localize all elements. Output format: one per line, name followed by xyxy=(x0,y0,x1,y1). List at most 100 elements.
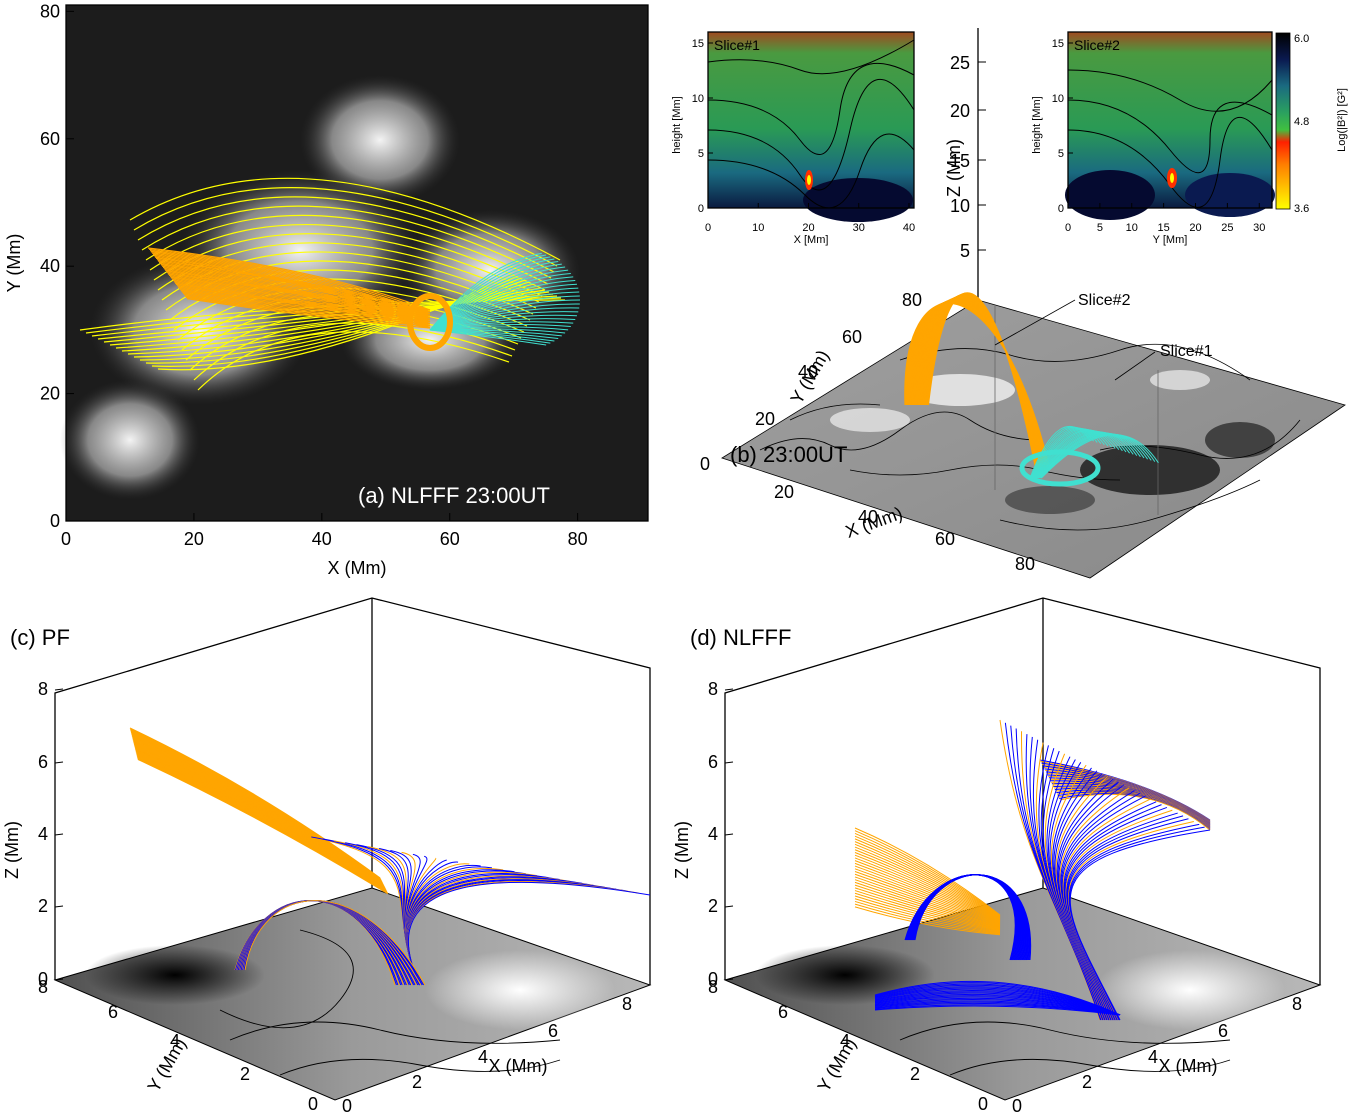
panel-b-origin-x: 0 xyxy=(700,454,710,474)
c-ytick-label: 8 xyxy=(38,977,48,997)
panel-a: (a) NLFFF 23:00UT 0 20 40 60 80 0 20 40 60 80 X … xyxy=(4,1,649,578)
c-xtick-label: 4 xyxy=(478,1047,488,1067)
panel-a-ytick-label: 40 xyxy=(40,256,60,276)
slice2-hotspot-core xyxy=(1170,173,1174,183)
panel-a-xtick-label: 0 xyxy=(61,529,71,549)
panel-d-z-ticks: 0 2 4 6 8 xyxy=(708,679,734,989)
slice1-x-ticks: 0 10 20 30 40 xyxy=(705,203,915,234)
panel-c-floor-contour xyxy=(229,1021,561,1044)
c-ztick-mark xyxy=(54,833,64,836)
panel-b-cyan-line xyxy=(1039,433,1152,479)
panel-b-cyan-line xyxy=(1035,430,1127,479)
d-ztick-label: 0 xyxy=(708,969,718,989)
panel-b-cyan-line xyxy=(1034,429,1120,479)
slice2-ytick-label: 0 xyxy=(1058,203,1064,215)
panel-d-orange-line xyxy=(854,841,1001,919)
panel-d-zlabel: Z (Mm) xyxy=(672,821,692,879)
panel-b-cyan-line xyxy=(1036,431,1134,479)
panel-b-cyan-line xyxy=(1034,430,1123,479)
slice2-y-ticks: 0 5 10 15 xyxy=(1052,38,1073,215)
panel-a-orange-line xyxy=(167,273,431,311)
panel-a-cyan-line xyxy=(429,256,551,331)
panel-a-orange-line xyxy=(147,247,431,311)
panel-b-ztick-label: 5 xyxy=(960,241,970,261)
slice1-y-ticks: 0 5 10 15 xyxy=(692,38,713,215)
d-ztick-mark xyxy=(724,688,734,691)
panel-a-yellow-line xyxy=(129,177,561,261)
slice2-ylabel: height [Mm] xyxy=(1031,96,1043,153)
panel-a-yellow-line xyxy=(145,277,522,364)
panel-b-ytick-label: 60 xyxy=(842,327,862,347)
c-ztick-label: 6 xyxy=(38,752,48,772)
slice1-ytick-label: 5 xyxy=(698,148,704,160)
panel-d-orange-line xyxy=(854,892,1001,932)
panel-a-yellow-line xyxy=(145,214,549,285)
slice2-xtick-label: 10 xyxy=(1126,222,1138,234)
panel-a-ytick-label: 20 xyxy=(40,384,60,404)
slice1-xtick-label: 40 xyxy=(903,222,915,234)
panel-a-orange-line xyxy=(168,274,431,313)
c-ytick-label: 6 xyxy=(108,1002,118,1022)
panel-d-orange-line xyxy=(854,900,1001,934)
panel-d-orange-line xyxy=(854,898,1001,934)
d-ytick-label: 0 xyxy=(978,1094,988,1114)
panel-b-z-ticks: 5 10 15 20 25 xyxy=(950,53,986,261)
panel-b-y-ticks: 20 40 60 80 xyxy=(755,290,922,429)
panel-d-orange-line xyxy=(854,849,1001,921)
panel-b-callout-2: Slice#2 xyxy=(1078,292,1131,309)
panel-b-xtick-label: 40 xyxy=(858,507,878,527)
panel-b-callout-2-line xyxy=(994,299,1076,346)
slice2-ytick-label: 5 xyxy=(1058,148,1064,160)
panel-b-ytick-label: 20 xyxy=(755,409,775,429)
panel-b-cyan-line xyxy=(1037,432,1138,479)
c-xtick-label: 6 xyxy=(548,1021,558,1041)
c-ztick-label: 2 xyxy=(38,896,48,916)
panel-d-arch-line xyxy=(914,874,1032,961)
panel-a-cyan-line xyxy=(429,329,547,346)
c-ztick-mark xyxy=(54,761,64,764)
panel-b-floor-texture xyxy=(759,343,1301,531)
panel-a-ylabel: Y (Mm) xyxy=(4,234,24,293)
panel-a-y-ticks: 0 20 40 60 80 xyxy=(40,1,74,531)
panel-a-orange-line xyxy=(178,287,431,313)
slice1-dark-region xyxy=(803,178,913,222)
panel-d-orange-line xyxy=(854,884,1001,930)
c-ztick-label: 0 xyxy=(38,969,48,989)
panel-d-floor-contour xyxy=(949,1058,1231,1076)
slice1-ytick-label: 0 xyxy=(698,203,704,215)
panel-b-ztick-label: 25 xyxy=(950,53,970,73)
slice2-xtick-label: 25 xyxy=(1221,222,1233,234)
slice1-contour xyxy=(707,39,915,75)
panel-a-orange-line xyxy=(185,296,431,327)
panel-d-low-line xyxy=(874,980,1121,1016)
panel-c-label: (c) PF xyxy=(10,625,70,650)
panel-c-field-lines xyxy=(129,727,651,986)
panel-d-orange-line xyxy=(854,887,1001,931)
d-ztick-label: 6 xyxy=(708,752,718,772)
c-xtick-label: 2 xyxy=(412,1072,422,1092)
d-xtick-label: 0 xyxy=(1012,1096,1022,1115)
panel-c-z-ticks: 0 2 4 6 8 xyxy=(38,679,64,989)
panel-c-floor-dark xyxy=(85,945,265,1005)
panel-b-cyan-line xyxy=(1033,429,1116,479)
d-ytick-label: 2 xyxy=(910,1064,920,1084)
panel-b-zlabel: Z (Mm) xyxy=(944,139,964,197)
panel-d-orange-line xyxy=(854,879,1001,929)
panel-c: 0 2 4 6 8 8 6 4 2 0 0 2 4 6 8 Z (Mm) Y (Mm) X (Mm) (… xyxy=(2,597,652,1115)
panel-d-orange-line xyxy=(854,843,1001,920)
c-ytick-label: 2 xyxy=(240,1064,250,1084)
panel-d-orange-line xyxy=(854,895,1001,933)
panel-d-fan-line xyxy=(1069,829,1211,1021)
panel-d-orange-line xyxy=(854,881,1001,930)
panel-d-orange-line xyxy=(854,846,1001,921)
panel-d-orange-line xyxy=(854,835,1001,918)
panel-a-orange-line xyxy=(186,298,431,329)
slice1-ytick-label: 15 xyxy=(692,38,704,50)
slice1-ylabel: height [Mm] xyxy=(671,96,683,153)
panel-a-x-ticks: 0 20 40 60 80 xyxy=(61,513,588,549)
panel-d: 0 2 4 6 8 8 6 4 2 0 0 2 4 6 8 Z (Mm) Y (Mm) X (Mm) (… xyxy=(672,597,1322,1115)
d-ytick-label: 6 xyxy=(778,1002,788,1022)
slice2-xtick-label: 0 xyxy=(1065,222,1071,234)
slice2-ytick-label: 10 xyxy=(1052,93,1064,105)
c-ztick-label: 8 xyxy=(38,679,48,699)
